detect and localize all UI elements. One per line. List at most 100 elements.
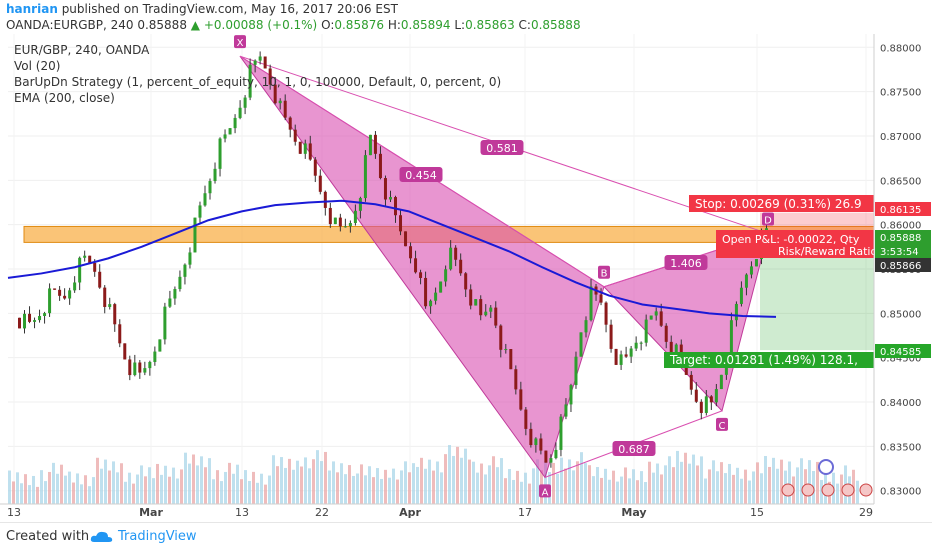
volume-bar: [120, 463, 123, 504]
volume-bar: [808, 460, 811, 504]
dividend-flags-icon: [781, 459, 873, 497]
author-name[interactable]: hanrian: [6, 2, 58, 16]
candle-body: [559, 416, 563, 450]
volume-bar: [756, 462, 759, 504]
price-tag-bg: [875, 202, 931, 216]
candle-body: [143, 368, 147, 373]
candle-body: [238, 107, 242, 118]
candle-body: [424, 277, 428, 307]
volume-bar: [700, 456, 703, 504]
legend-strategy[interactable]: BarUpDn Strategy (1, percent_of_equity, …: [14, 75, 502, 89]
price-chart[interactable]: 0.454 0.581 1.406 0.687 X A B C D Stop: 0.00269…: [0, 0, 932, 522]
legend-symbol[interactable]: EUR/GBP, 240, OANDA: [14, 43, 150, 57]
candle-body: [253, 60, 257, 65]
volume-bar: [148, 467, 151, 504]
volume-bar: [500, 458, 503, 504]
trade-labels: Stop: 0.00269 (0.31%) 26.9 Open P&L: -0.…: [664, 195, 881, 368]
volume-bar: [56, 473, 59, 504]
x-tick-label: 22: [315, 506, 329, 519]
volume-bar: [140, 465, 143, 504]
candle-body: [178, 276, 182, 290]
volume-bar: [448, 445, 451, 504]
risk-reward-label: Risk/Reward Ratio:: [778, 245, 881, 258]
tradingview-brand[interactable]: TradingView: [118, 529, 197, 544]
volume-bar: [484, 474, 487, 504]
volume-bar: [356, 473, 359, 504]
candle-body: [714, 389, 718, 403]
candle-body: [614, 348, 618, 365]
volume-bar: [836, 483, 839, 504]
candle-body: [419, 272, 423, 278]
pattern-point-label: C: [719, 421, 726, 432]
candle-body: [88, 255, 92, 263]
open-label: O:: [321, 18, 335, 32]
volume-bar: [800, 458, 803, 504]
y-tick-label: 0.83000: [880, 487, 921, 498]
volume-bar: [688, 463, 691, 504]
volume-bar: [532, 468, 535, 504]
volume-bar: [456, 446, 459, 504]
volume-bar: [320, 461, 323, 504]
candle-body: [689, 374, 693, 390]
volume-bar: [372, 477, 375, 504]
close-label: C:: [518, 18, 531, 32]
volume-bar: [636, 480, 639, 504]
candle-body: [133, 362, 137, 376]
volume-bar: [300, 466, 303, 504]
candle-body: [163, 306, 167, 340]
candle-body: [709, 396, 713, 403]
volume-bar: [80, 484, 83, 504]
volume-bar: [96, 457, 99, 504]
legend-volume[interactable]: Vol (20): [14, 59, 61, 73]
y-tick-label: 0.84500: [880, 354, 921, 365]
pattern-point-label: X: [237, 38, 244, 49]
volume-bar: [464, 448, 467, 504]
ratio-label-bg: [664, 255, 708, 270]
candle-body: [454, 247, 458, 260]
ratio-label-bg: [399, 167, 443, 182]
pattern-triangle-xab: [239, 55, 605, 479]
volume-bar: [796, 467, 799, 504]
price-tags: 0.86135 0.85888 3:53:54 0.85866 0.84585: [875, 202, 931, 358]
volume-bar: [52, 462, 55, 504]
volume-bar: [400, 470, 403, 504]
volume-bar: [564, 468, 567, 504]
publish-header: hanrian published on TradingView.com, Ma…: [0, 0, 932, 34]
candle-body: [108, 304, 112, 307]
candle-body: [28, 313, 32, 322]
candle-body: [444, 269, 448, 282]
legend-ema[interactable]: EMA (200, close): [14, 91, 115, 105]
volume-bar: [452, 455, 455, 504]
candle-body: [233, 117, 237, 129]
candle-body: [383, 178, 387, 200]
candle-body: [734, 303, 738, 321]
candle-body: [514, 369, 518, 390]
volume-bar: [644, 482, 647, 504]
candle-body: [634, 342, 638, 349]
volume-bar: [348, 465, 351, 504]
volume-bar: [244, 470, 247, 504]
up-arrow-icon: ▲: [190, 18, 201, 32]
candle-body: [208, 181, 212, 194]
candle-body: [348, 223, 352, 227]
volume-bar: [560, 457, 563, 504]
volume-bar: [736, 467, 739, 504]
volume-bar: [552, 462, 555, 504]
high-value: 0.85894: [400, 18, 451, 32]
price-tag: 0.86135: [880, 205, 921, 216]
volume-bar: [512, 479, 515, 504]
volume-bar: [628, 478, 631, 504]
volume-bar: [20, 483, 23, 504]
volume-bar: [668, 456, 671, 504]
volume-bar: [440, 472, 443, 504]
volume-bar: [16, 472, 19, 504]
price-tag-bg: [875, 258, 931, 272]
price-tag: 0.84585: [880, 347, 921, 358]
candle-body: [654, 311, 658, 316]
candle-body: [439, 281, 443, 293]
volume-bar: [492, 456, 495, 504]
volume-bar: [480, 463, 483, 504]
volume-bar: [496, 467, 499, 504]
candle-body: [744, 274, 748, 288]
volume-bar: [340, 463, 343, 504]
